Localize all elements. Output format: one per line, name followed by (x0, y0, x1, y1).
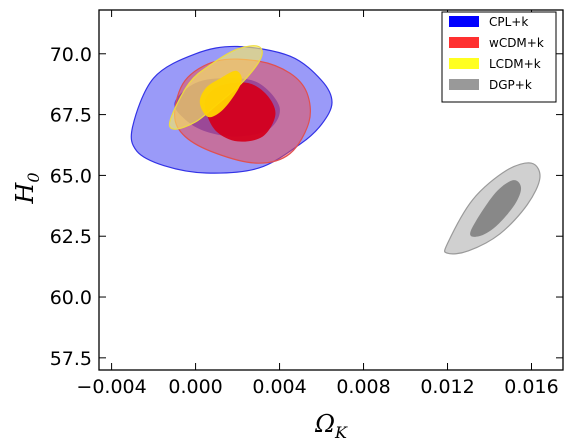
y-tick-label: 62.5 (50, 226, 92, 248)
plot-frame (98, 9, 564, 371)
x-tick-label: 0.000 (168, 376, 222, 398)
x-axis-label-subscript: K (334, 423, 348, 442)
axis-ticks (99, 10, 563, 370)
legend-items: CPL+k wCDM+k LCDM+k DGP+k (449, 15, 544, 92)
y-axis-label-main: H (11, 182, 39, 205)
contour-inner-lcdm-k (199, 70, 242, 118)
legend-swatch-cpl-k (449, 16, 479, 27)
y-tick-label: 67.5 (50, 105, 92, 127)
y-axis-label: H0 (11, 172, 43, 204)
y-tick-label: 65.0 (50, 165, 92, 187)
x-tick-label: 0.008 (336, 376, 390, 398)
legend-label-lcdm-k: LCDM+k (489, 57, 541, 71)
legend-swatch-lcdm-k (449, 58, 479, 69)
y-axis-label-group: H0 (11, 172, 43, 204)
y-tick-labels: 57.5 60.0 62.5 65.0 67.5 70.0 (50, 44, 92, 370)
x-tick-label: 0.004 (252, 376, 306, 398)
legend-label-wcdm-k: wCDM+k (489, 36, 544, 50)
x-tick-label: −0.004 (76, 376, 146, 398)
x-tick-label: 0.012 (420, 376, 474, 398)
x-axis-label: ΩK (314, 410, 348, 442)
legend-label-cpl-k: CPL+k (489, 15, 528, 29)
y-tick-label: 60.0 (50, 287, 92, 309)
contour-regions (130, 45, 541, 255)
legend-swatch-wcdm-k (449, 37, 479, 48)
y-tick-label: 70.0 (50, 44, 92, 66)
legend-label-dgp-k: DGP+k (489, 78, 532, 92)
contour-inner-dgp-k (470, 180, 522, 237)
y-tick-label: 57.5 (50, 348, 92, 370)
y-axis-label-subscript: 0 (24, 172, 43, 182)
x-tick-label: 0.016 (504, 376, 558, 398)
x-axis-label-main: Ω (314, 410, 335, 438)
x-tick-labels: −0.004 0.000 0.004 0.008 0.012 0.016 (76, 376, 558, 398)
legend-swatch-dgp-k (449, 79, 479, 90)
legend: CPL+k wCDM+k LCDM+k DGP+k (441, 11, 557, 103)
